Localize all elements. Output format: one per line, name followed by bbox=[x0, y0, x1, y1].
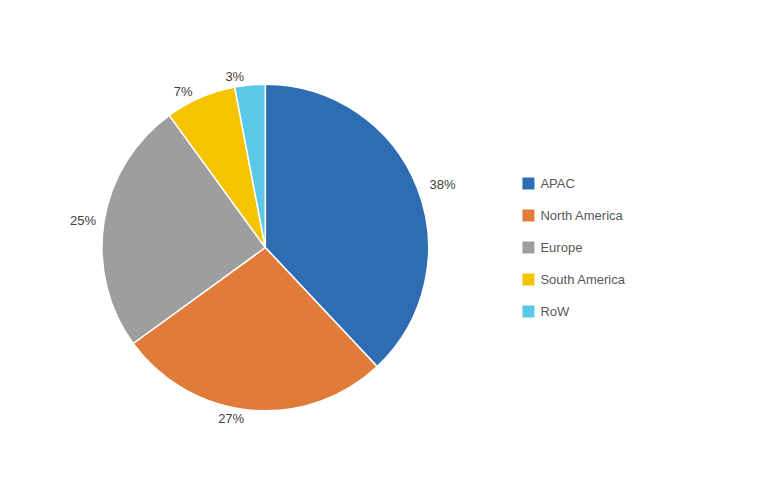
svg-text:38%: 38% bbox=[430, 177, 456, 192]
svg-text:Europe: Europe bbox=[540, 240, 582, 255]
svg-text:APAC: APAC bbox=[540, 176, 574, 191]
svg-text:7%: 7% bbox=[174, 84, 193, 99]
svg-text:South America: South America bbox=[540, 272, 625, 287]
svg-text:3%: 3% bbox=[225, 69, 244, 84]
svg-text:RoW: RoW bbox=[540, 304, 570, 319]
svg-text:27%: 27% bbox=[218, 411, 244, 426]
svg-text:25%: 25% bbox=[70, 213, 96, 228]
svg-text:North America: North America bbox=[540, 208, 623, 223]
